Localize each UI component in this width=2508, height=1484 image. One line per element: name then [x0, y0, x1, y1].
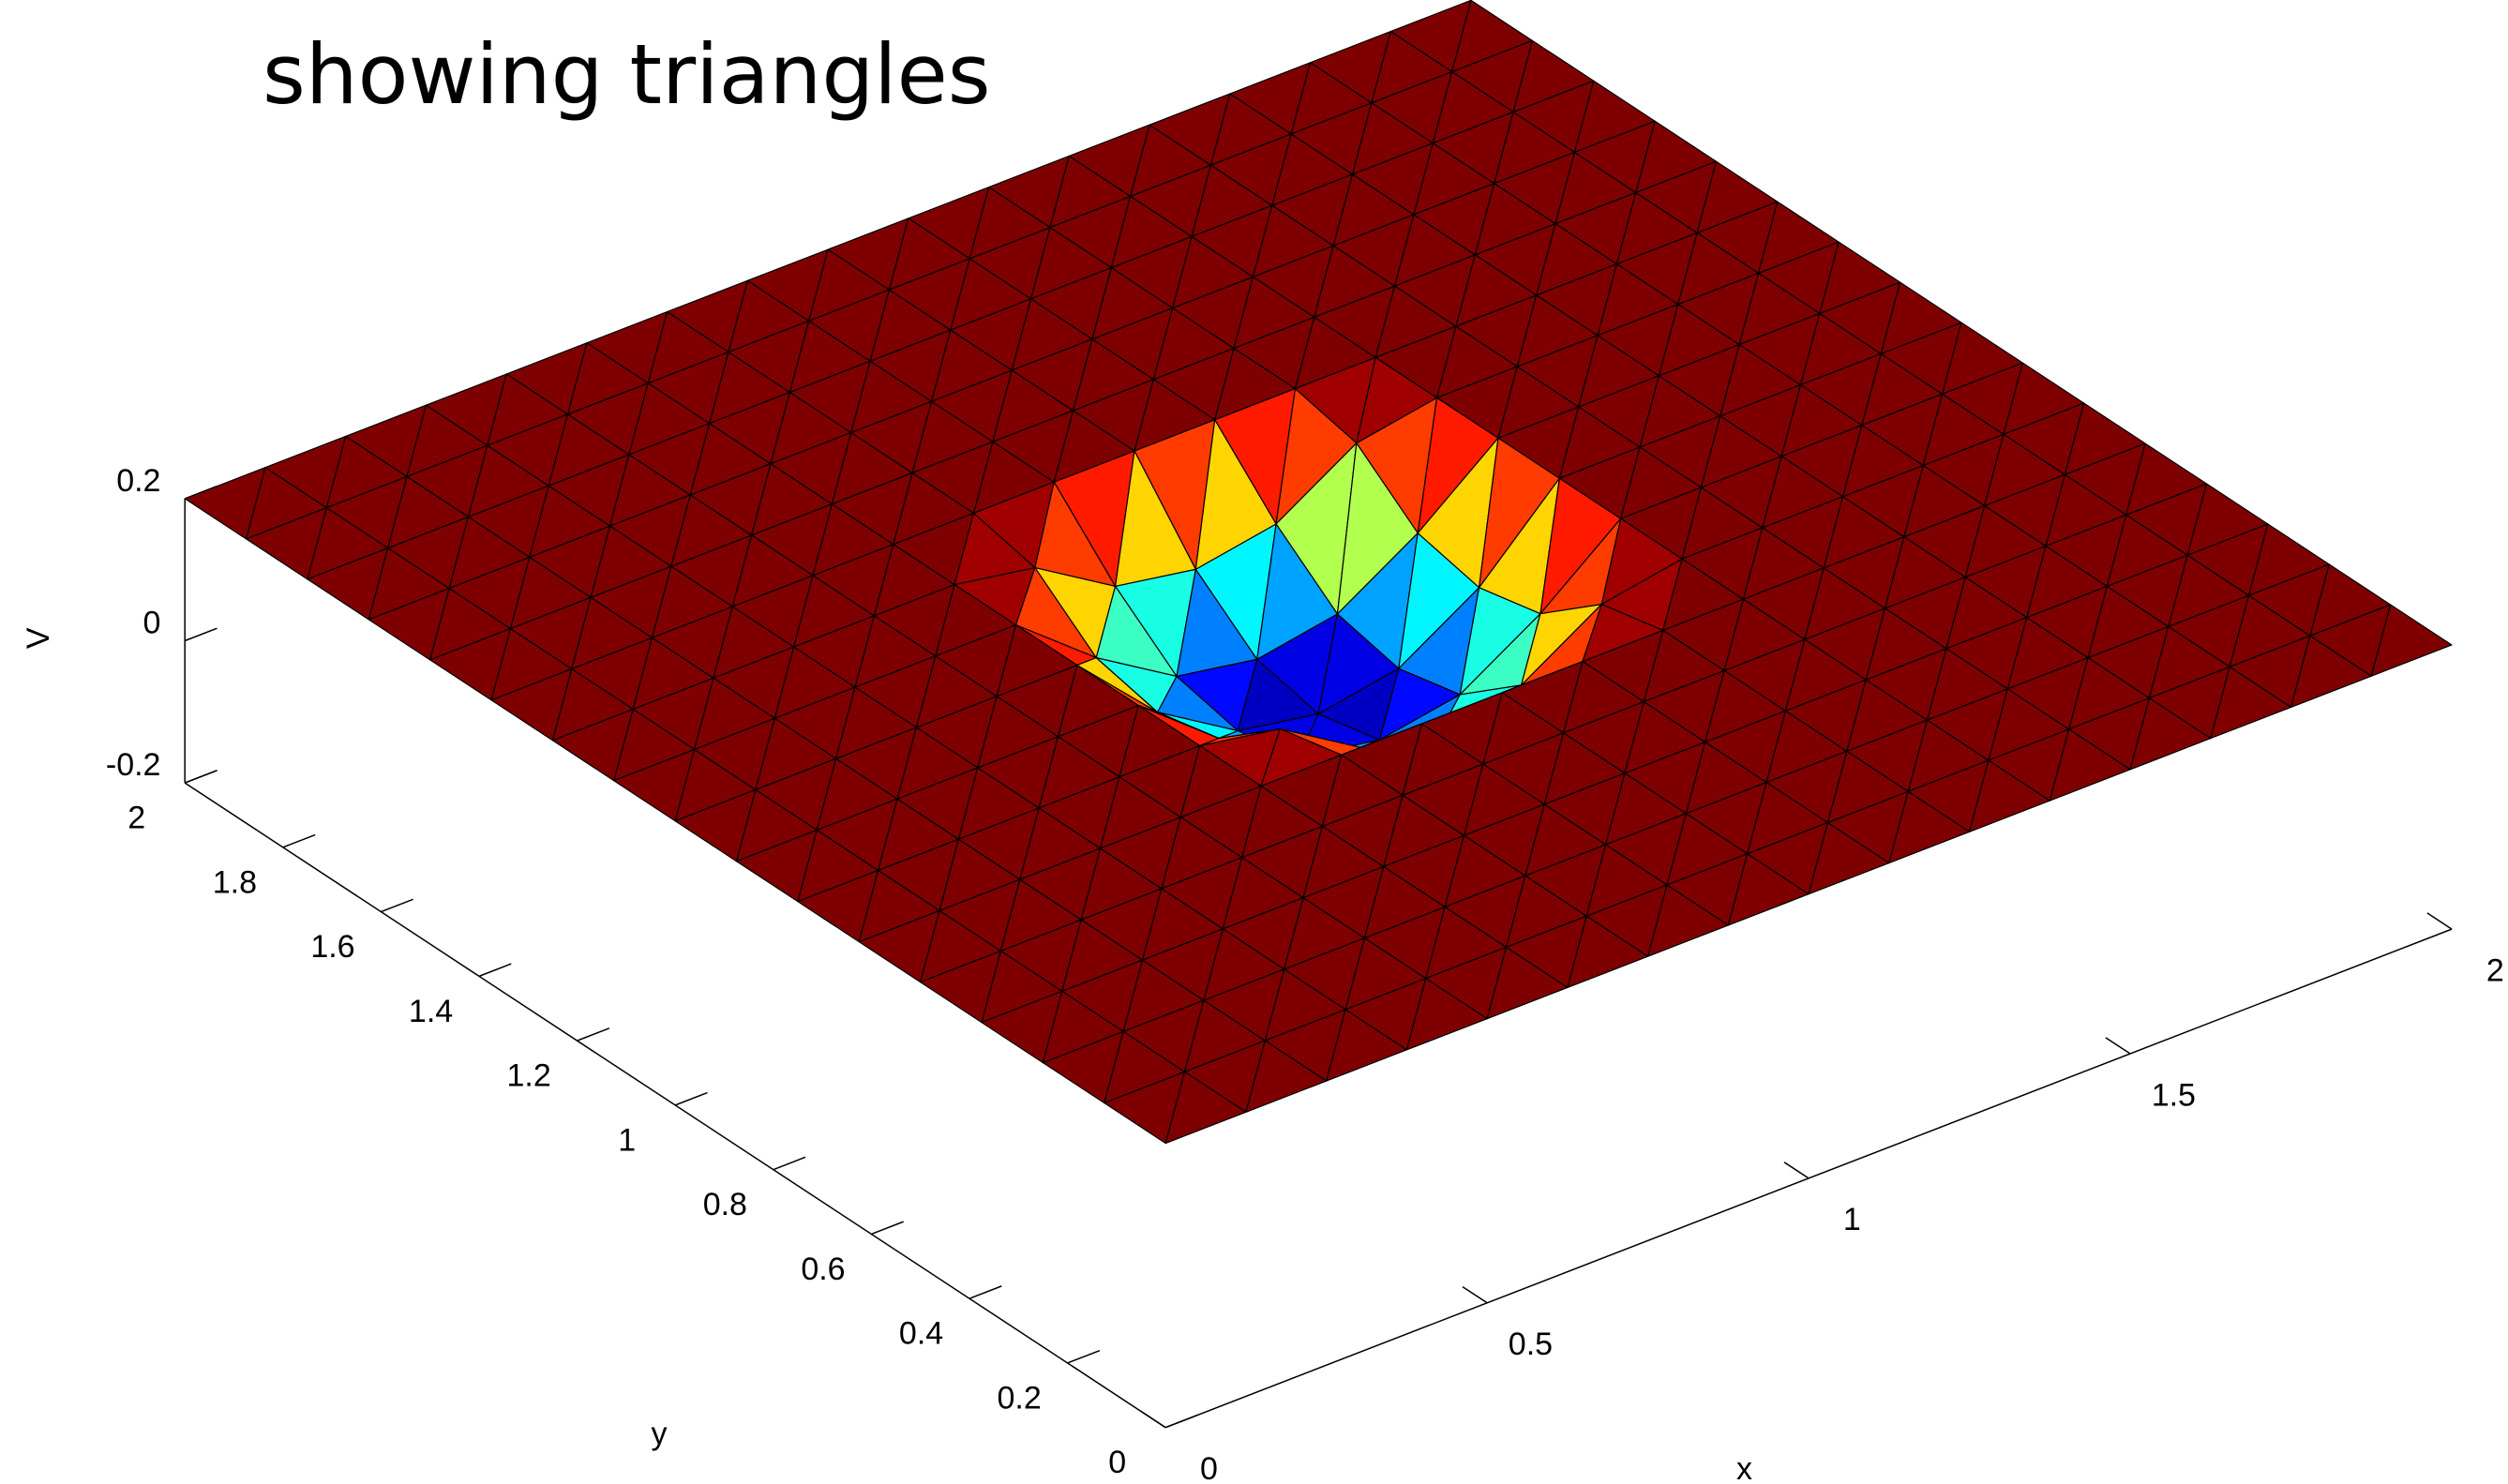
- z-axis-label: V: [21, 627, 56, 649]
- x-tick: [2427, 913, 2452, 929]
- x-axis-label: x: [1736, 1451, 1752, 1484]
- z-tick: [185, 771, 217, 783]
- y-tick-label: 1.2: [507, 1058, 551, 1094]
- x-tick: [1463, 1287, 1487, 1303]
- y-tick: [871, 1222, 903, 1234]
- y-tick-label: 1.6: [310, 929, 354, 965]
- y-tick: [578, 1028, 609, 1041]
- x-tick-label: 0.5: [1509, 1327, 1553, 1362]
- y-tick: [773, 1157, 805, 1169]
- y-tick-label: 1.8: [213, 864, 257, 900]
- x-tick-label: 0: [1200, 1451, 1218, 1484]
- y-tick-label: 1: [618, 1122, 636, 1158]
- y-tick: [283, 835, 315, 847]
- y-tick-label: 0.6: [801, 1252, 845, 1287]
- z-tick-label: 0.2: [116, 463, 160, 499]
- y-tick: [969, 1286, 1001, 1298]
- y-tick-label: 0.8: [703, 1187, 747, 1222]
- y-tick: [1068, 1351, 1100, 1363]
- y-tick-label: 2: [128, 801, 145, 836]
- y-axis-label: y: [652, 1416, 668, 1451]
- z-tick: [185, 628, 217, 640]
- x-tick: [1141, 1412, 1165, 1428]
- y-tick-label: 1.4: [409, 994, 453, 1029]
- chart-title: showing triangles: [263, 26, 991, 123]
- x-tick-label: 1: [1843, 1202, 1861, 1237]
- z-tick-label: 0: [143, 605, 161, 640]
- x-tick: [1784, 1162, 1809, 1178]
- y-tick: [675, 1093, 707, 1105]
- y-tick: [381, 899, 413, 911]
- y-tick-label: 0.4: [899, 1316, 943, 1352]
- chart: showing triangles 0 0.5 1 1.5 2 0 0.2 0.4 0.6 0.8…: [0, 0, 2508, 1484]
- x-tick: [2106, 1038, 2130, 1054]
- y-tick-label: 0.2: [998, 1380, 1042, 1416]
- x-tick-label: 2: [2486, 952, 2504, 988]
- y-tick: [479, 964, 511, 976]
- z-tick-label: -0.2: [106, 747, 161, 783]
- y-tick: [1165, 1415, 1197, 1427]
- y-tick-label: 0: [1108, 1445, 1126, 1480]
- x-tick-label: 1.5: [2152, 1077, 2196, 1113]
